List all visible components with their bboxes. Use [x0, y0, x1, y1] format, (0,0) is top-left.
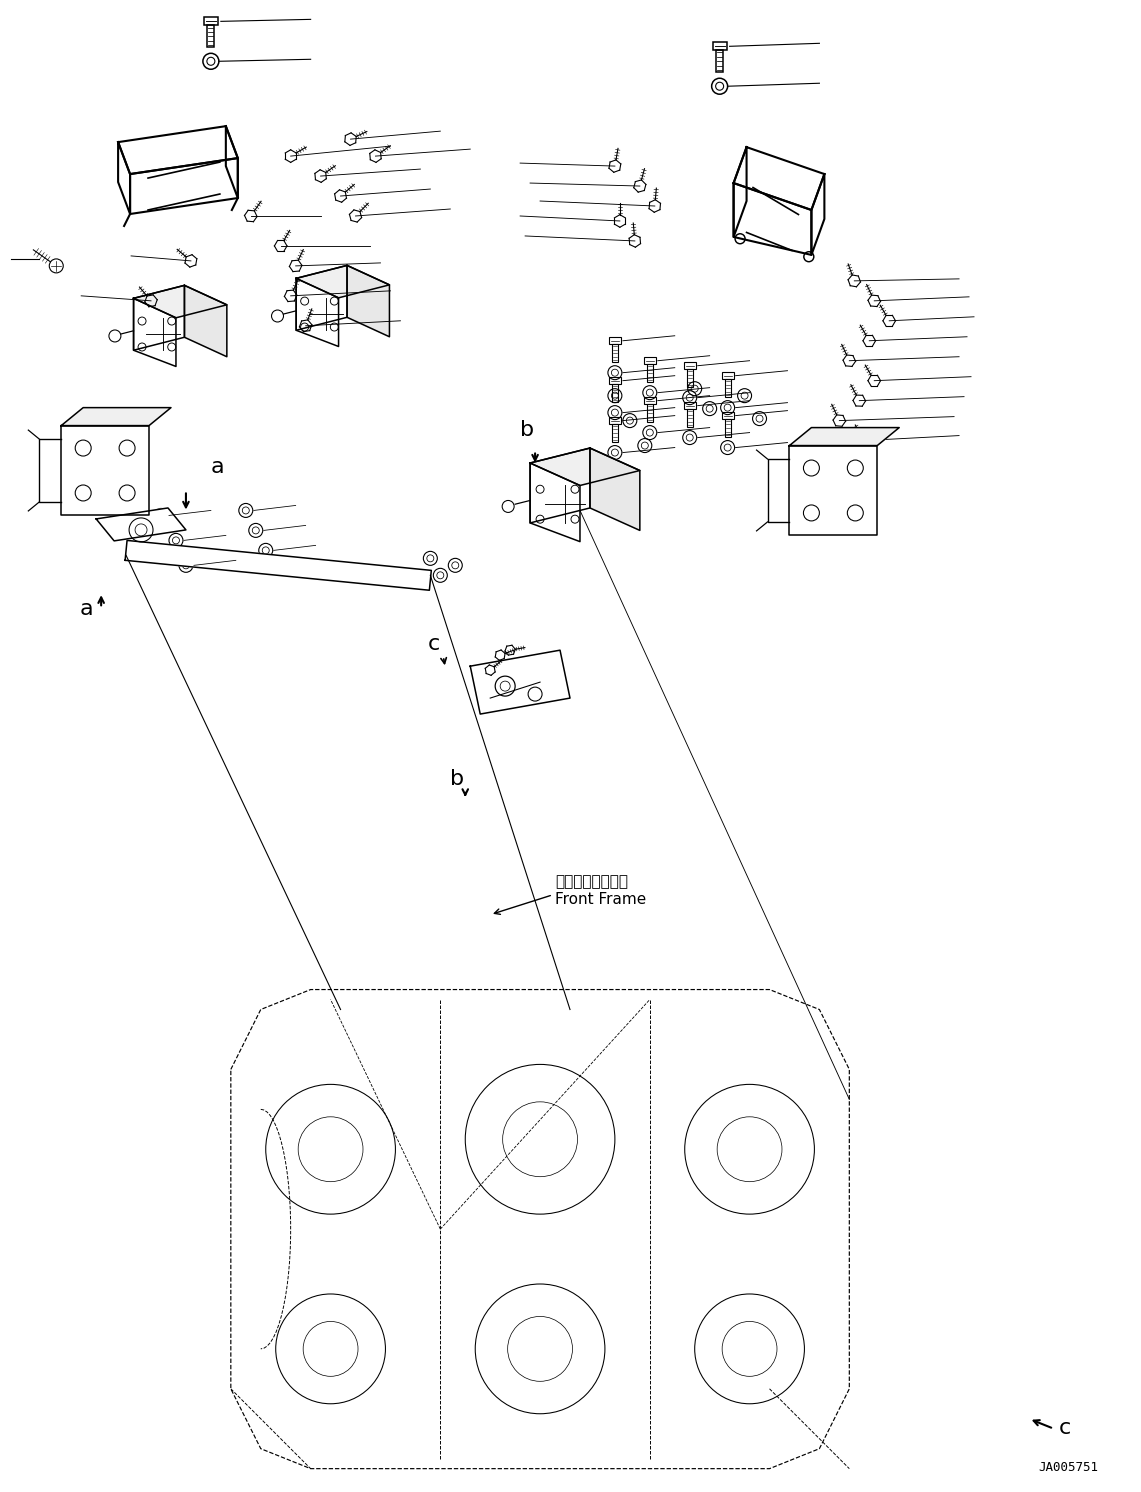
Polygon shape [133, 285, 227, 318]
Bar [713, 42, 727, 51]
Bar [725, 419, 730, 437]
Text: フロントフレーム: フロントフレーム [555, 874, 628, 889]
Bar [208, 25, 215, 48]
Bar [687, 369, 693, 386]
Polygon shape [96, 507, 186, 542]
Bar [612, 424, 618, 442]
Polygon shape [297, 266, 347, 330]
Bar [609, 337, 621, 345]
Bar [612, 345, 618, 363]
Bar [721, 412, 734, 419]
Polygon shape [590, 448, 640, 530]
Polygon shape [297, 266, 389, 298]
Polygon shape [531, 448, 590, 522]
Bar [647, 404, 653, 422]
Bar [612, 383, 618, 403]
Text: a: a [79, 600, 92, 619]
Polygon shape [185, 285, 227, 357]
Bar [609, 377, 621, 383]
Polygon shape [531, 463, 580, 542]
Bar [644, 357, 656, 364]
Text: b: b [451, 768, 464, 789]
Text: a: a [211, 457, 225, 476]
Bar [609, 418, 621, 424]
Bar [683, 403, 696, 409]
Bar [721, 372, 734, 379]
Text: JA005751: JA005751 [1038, 1461, 1099, 1474]
Text: b: b [520, 419, 534, 440]
Bar [725, 379, 730, 397]
Bar [644, 397, 656, 404]
Bar [683, 363, 696, 369]
Polygon shape [297, 279, 339, 346]
Polygon shape [470, 651, 570, 715]
Polygon shape [133, 298, 176, 367]
Polygon shape [347, 266, 389, 337]
Polygon shape [62, 407, 171, 425]
Polygon shape [790, 446, 877, 536]
Polygon shape [133, 285, 185, 351]
Text: c: c [428, 634, 439, 653]
Polygon shape [531, 448, 640, 485]
Bar [204, 18, 218, 25]
Text: Front Frame: Front Frame [555, 892, 646, 907]
Polygon shape [126, 540, 431, 591]
Bar [687, 409, 693, 427]
Polygon shape [790, 428, 899, 446]
Bar [647, 364, 653, 382]
Polygon shape [62, 425, 149, 515]
Bar [717, 51, 723, 72]
Text: c: c [1059, 1417, 1071, 1438]
